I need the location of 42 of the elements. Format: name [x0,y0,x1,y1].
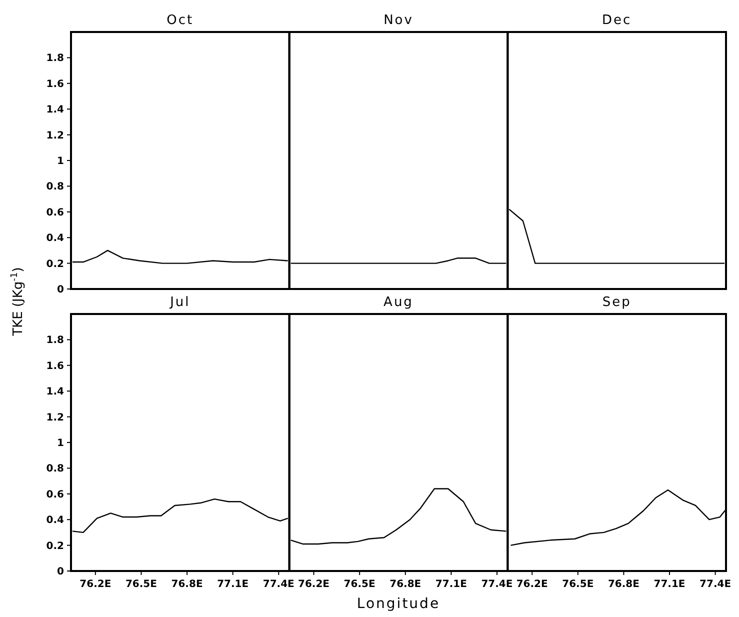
y-tick-label: 1.2 [46,130,64,142]
y-tick-label: 1.8 [46,53,64,64]
y-tick-label: 0.4 [46,233,64,244]
chart-title: Jul [169,295,190,310]
x-tick-label: 76.5E [562,579,594,590]
y-tick-label: 0.8 [46,464,64,475]
x-tick-label: 76.2E [516,579,548,590]
y-tick-label: 1 [57,156,64,167]
x-tick-label: 77.4E [700,579,732,590]
y-tick-label: 0.6 [46,489,64,500]
y-tick-label: 0.4 [46,515,64,526]
x-tick-label: 77.1E [217,579,249,590]
x-tick-label: 77.4E [262,579,295,590]
x-tick-label: 76.5E [344,579,376,590]
x-tick-label: 77.4E [481,579,513,590]
x-tick-label: 76.5E [125,579,158,590]
y-tick-label: 0 [57,566,64,578]
x-tick-label: 76.8E [390,579,422,590]
y-tick-label: 1.6 [46,78,64,90]
x-tick-label: 77.1E [435,579,468,590]
y-tick-label: 1.4 [46,386,64,398]
x-axis-title: Longitude [356,596,440,612]
y-tick-label: 0.8 [46,182,64,193]
x-tick-label: 76.2E [80,579,112,590]
x-tick-label: 76.2E [298,579,330,590]
y-tick-label: 0.6 [46,207,64,218]
y-tick-label: 1.8 [46,335,64,346]
y-tick-label: 0 [57,284,64,296]
x-tick-label: 76.8E [608,579,640,590]
chart-title: Dec [602,13,632,28]
y-tick-label: 0.2 [46,258,64,270]
y-tick-label: 1 [57,438,64,449]
chart-title: Nov [384,13,414,28]
y-tick-label: 1.4 [46,104,64,116]
y-tick-label: 0.2 [46,540,64,552]
x-tick-label: 77.1E [654,579,686,590]
x-tick-label: 76.8E [171,579,203,590]
chart-title: Oct [166,13,194,28]
chart-title: Aug [384,295,414,310]
y-tick-label: 1.6 [46,360,64,372]
chart-title: Sep [602,295,632,310]
y-tick-label: 1.2 [46,412,64,424]
